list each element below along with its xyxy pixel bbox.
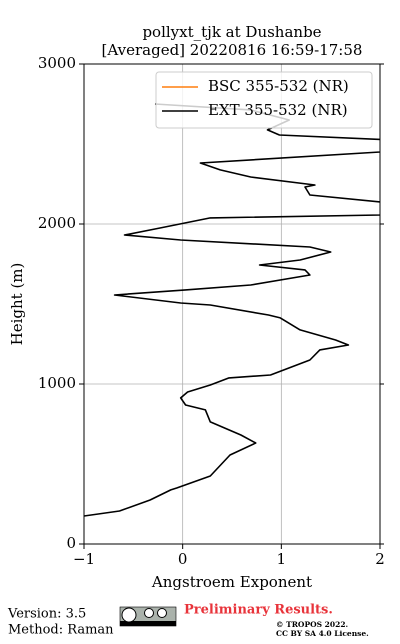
x-tick-label: 1 xyxy=(277,550,287,568)
y-tick-label: 2000 xyxy=(38,214,76,232)
chart-title: pollyxt_tjk at Dushanbe xyxy=(142,23,321,41)
copyright: © TROPOS 2022. xyxy=(276,620,348,629)
plot-lines xyxy=(84,103,380,517)
y-tick-label: 1000 xyxy=(38,374,76,392)
x-tick-label: 0 xyxy=(178,550,188,568)
method: Method: Raman xyxy=(8,623,114,638)
grid xyxy=(83,63,381,545)
cc-logo xyxy=(119,606,177,627)
legend-label: EXT 355-532 (NR) xyxy=(208,101,348,119)
x-tick-label: 2 xyxy=(375,550,385,568)
legend-label: BSC 355-532 (NR) xyxy=(208,77,349,95)
y-tick-label: 0 xyxy=(66,534,76,552)
legend: BSC 355-532 (NR) EXT 355-532 (NR) xyxy=(155,71,373,129)
license: CC BY SA 4.0 License. xyxy=(276,629,369,638)
chart-subtitle: [Averaged] 20220816 16:59-17:58 xyxy=(102,41,363,59)
legend-box xyxy=(155,71,373,129)
y-axis-label: Height (m) xyxy=(8,263,26,346)
x-axis-label: Angstroem Exponent xyxy=(151,573,312,591)
y-tick-label: 3000 xyxy=(38,54,76,72)
preliminary-note: Preliminary Results. xyxy=(184,603,333,618)
x-tick-label: −1 xyxy=(73,550,95,568)
plot-frame xyxy=(83,63,381,545)
profile-line xyxy=(84,103,380,517)
version: Version: 3.5 xyxy=(7,607,86,622)
